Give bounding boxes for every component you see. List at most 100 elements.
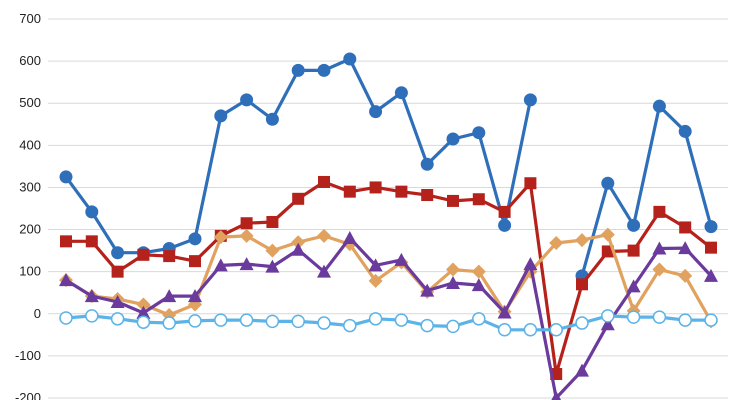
data-point [59,170,73,184]
data-point [85,235,98,248]
data-point [472,126,486,140]
data-point [136,297,151,312]
data-point [136,305,151,319]
data-point [626,310,641,324]
data-point [60,235,72,248]
data-point [368,273,383,288]
data-point [576,278,588,291]
data-point [394,86,408,100]
data-point [317,63,331,77]
data-point [291,63,305,77]
data-point [265,259,280,273]
gridlines [48,18,728,399]
y-tick-label: 700 [19,11,41,26]
data-point [266,215,279,228]
data-point [239,228,254,243]
data-point [498,218,512,232]
data-point [497,305,512,319]
data-point [601,309,615,323]
data-point [317,264,331,278]
y-axis-tick-labels: -200 -100 0 100 200 300 400 500 600 700 [15,11,41,400]
data-point [368,312,383,326]
data-point [395,185,408,198]
data-point [136,315,151,329]
data-point [678,241,693,255]
data-point [600,317,615,331]
series-line [65,233,713,323]
data-point [368,258,383,272]
series-5 [59,309,718,337]
data-point [214,109,228,123]
data-point [59,311,73,325]
data-point [678,313,692,327]
data-point [265,243,280,258]
data-point [549,236,564,251]
data-point [369,181,382,194]
series-line [65,236,713,400]
y-tick-label: 0 [34,306,41,321]
data-point [653,205,666,218]
data-point [394,252,409,266]
data-point [652,262,667,277]
data-point [213,230,228,245]
data-point [498,205,511,218]
data-point [471,264,486,279]
data-point [627,244,640,257]
data-point [394,313,409,327]
data-point [446,319,460,334]
data-point [343,52,357,66]
data-point [317,316,331,330]
data-point [600,227,615,242]
data-point [626,279,641,293]
data-point [523,323,538,337]
data-point [652,241,667,255]
data-point [265,314,280,329]
data-point [110,312,125,326]
data-point [420,283,435,297]
data-point [369,105,383,119]
data-point [704,220,718,234]
series-2 [60,175,717,380]
data-point [420,318,434,333]
data-point [291,242,306,256]
data-point [601,176,615,190]
data-point [652,310,667,324]
data-point [705,241,717,254]
y-tick-label: 300 [19,179,41,194]
data-point [240,217,253,230]
data-point [549,323,563,337]
data-point [342,230,357,244]
data-point [523,257,538,271]
data-point [524,177,537,190]
data-point [110,294,125,308]
data-point [446,262,460,277]
series-4 [59,230,718,400]
data-point [188,314,202,328]
data-point [343,318,357,333]
data-point [239,313,254,327]
y-tick-label: 600 [19,53,41,68]
data-point [471,278,486,292]
data-point [163,250,176,263]
data-point [189,255,201,268]
data-point [162,316,176,330]
data-point [214,313,228,327]
data-point [652,99,666,113]
data-point [704,268,718,282]
data-point [523,93,537,107]
data-point [575,363,589,377]
data-point [137,248,150,261]
y-tick-label: 400 [19,137,41,152]
data-point [447,194,459,207]
data-point [292,192,305,205]
data-point [84,289,99,303]
data-point [318,175,330,188]
data-point [265,112,279,126]
y-tick-label: 200 [19,222,41,237]
series-line [64,57,713,277]
series-1 [59,52,718,283]
data-point [291,235,306,250]
data-point [59,273,73,287]
series-3 [59,227,718,329]
